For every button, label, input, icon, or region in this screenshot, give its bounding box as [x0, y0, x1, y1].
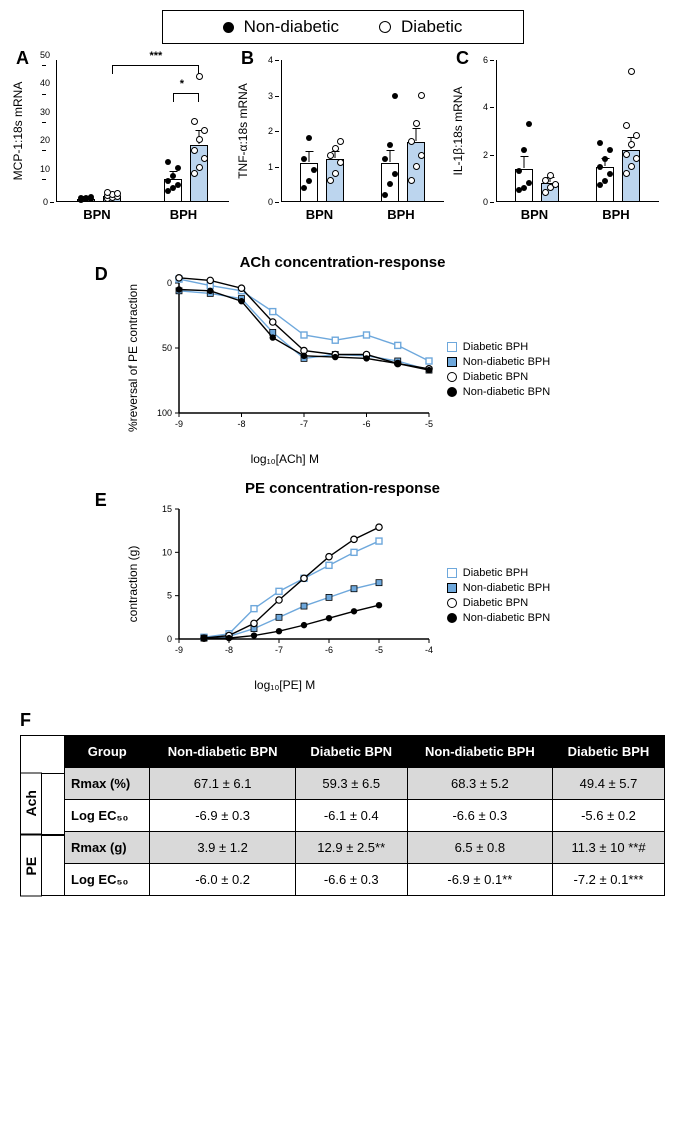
- panel-c: C0246IL-1β:18s mRNABPNBPH: [460, 52, 665, 232]
- panel-d: DACh concentration-response%reversal of …: [135, 254, 550, 466]
- panel-a: A01020304050MCP-1:18s mRNABPNBPH****: [20, 52, 235, 232]
- line-chart-svg: 0 50 100-9 -8 -7 -6 -5: [135, 273, 435, 443]
- svg-text:0: 0: [167, 634, 172, 644]
- svg-text:5: 5: [167, 591, 172, 601]
- svg-text:-9: -9: [175, 645, 183, 655]
- svg-text:-5: -5: [375, 645, 383, 655]
- panel-f-letter: F: [20, 710, 665, 731]
- svg-text:15: 15: [162, 504, 172, 514]
- bar-panel-row: A01020304050MCP-1:18s mRNABPNBPH****B012…: [20, 52, 665, 232]
- svg-text:-8: -8: [237, 419, 245, 429]
- table-section-ach: Ach: [20, 773, 42, 835]
- top-legend: Non-diabetic Diabetic: [162, 10, 524, 44]
- svg-text:-7: -7: [300, 419, 308, 429]
- table-f: GroupNon-diabetic BPNDiabetic BPNNon-dia…: [64, 735, 665, 896]
- svg-text:-6: -6: [362, 419, 370, 429]
- svg-text:50: 50: [162, 343, 172, 353]
- line-legend: Diabetic BPHNon-diabetic BPHDiabetic BPN…: [447, 338, 550, 401]
- panel-b: B01234TNF-α:18s mRNABPNBPH: [245, 52, 450, 232]
- svg-text:-9: -9: [175, 419, 183, 429]
- svg-text:-6: -6: [325, 645, 333, 655]
- svg-text:0: 0: [167, 278, 172, 288]
- legend-d: Diabetic: [401, 17, 462, 37]
- svg-text:-8: -8: [225, 645, 233, 655]
- svg-text:100: 100: [157, 408, 172, 418]
- legend-nd: Non-diabetic: [244, 17, 339, 37]
- svg-text:-4: -4: [425, 645, 433, 655]
- line-legend: Diabetic BPHNon-diabetic BPHDiabetic BPN…: [447, 564, 550, 627]
- table-section-pe: PE: [20, 835, 42, 897]
- filled-circle-icon: [223, 22, 234, 33]
- panel-e: EPE concentration-responsecontraction (g…: [135, 480, 550, 692]
- svg-text:-5: -5: [425, 419, 433, 429]
- panel-f: F AchPE GroupNon-diabetic BPNDiabetic BPN…: [20, 710, 665, 896]
- line-chart-svg: 051015-9-8-7-6-5-4**: [135, 499, 435, 669]
- open-circle-icon: [379, 21, 391, 33]
- svg-text:10: 10: [162, 547, 172, 557]
- svg-text:-7: -7: [275, 645, 283, 655]
